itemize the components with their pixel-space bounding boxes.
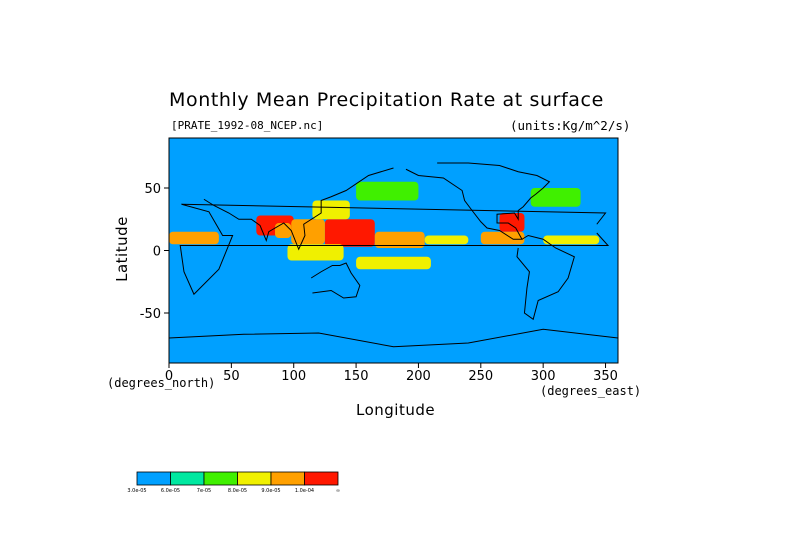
x-tick-label: 100: [281, 369, 306, 384]
x-tick-label: 0: [165, 369, 173, 384]
legend-swatch: [237, 471, 272, 486]
x-tick-label: 50: [223, 369, 240, 384]
x-unit-left-label: (degrees_north): [107, 376, 216, 390]
legend-swatch: [170, 471, 205, 486]
coastline-4: [516, 234, 575, 321]
coastline-3: [405, 162, 551, 240]
coastline-0: [179, 203, 610, 296]
file-name-label: [PRATE_1992-08_NCEP.nc]: [171, 119, 324, 132]
legend-swatch: [203, 471, 238, 486]
legend-label: 1.0e-04: [295, 488, 314, 494]
precip-region-africa-sahel: [169, 231, 219, 245]
x-tick-label: 300: [531, 369, 556, 384]
precip-region-north-pacific-storm: [356, 181, 419, 201]
precip-region-gulf-of-mexico: [499, 213, 525, 232]
legend-label: 6.0e-05: [161, 488, 180, 494]
precip-region-north-atlantic-storm: [530, 188, 581, 207]
legend-label: 3.0e-05: [127, 488, 146, 494]
x-axis-label: Longitude: [356, 401, 436, 419]
x-tick-label: 350: [593, 369, 618, 384]
precip-region-se-asia: [291, 219, 325, 245]
legend-label: 8.0e-05: [228, 488, 247, 494]
coastline-1: [203, 167, 394, 251]
coastline-2: [310, 262, 361, 299]
precip-region-spcz: [356, 256, 431, 270]
legend-swatch: [270, 471, 305, 486]
y-tick-label: -50: [140, 307, 161, 322]
precip-region-itcz-east-pacific: [424, 235, 469, 245]
legend-swatch: [304, 471, 339, 486]
precip-region-itcz-central-pacific: [374, 231, 425, 248]
plot-background: [169, 138, 618, 363]
precip-region-east-asia: [312, 200, 350, 220]
x-unit-right-label: (degrees_east): [540, 384, 642, 398]
legend-label: ∞: [336, 488, 340, 494]
x-tick-label: 200: [406, 369, 431, 384]
precip-region-central-america: [480, 231, 525, 245]
y-tick-label: 50: [144, 182, 161, 197]
legend-label: 7e-05: [197, 488, 211, 494]
coastline-5: [169, 328, 618, 348]
precip-region-bay-of-bengal: [275, 223, 292, 238]
chart-title: Monthly Mean Precipitation Rate at surfa…: [169, 89, 604, 111]
x-tick-label: 250: [468, 369, 493, 384]
precip-region-itcz-west-pacific: [324, 219, 375, 247]
legend-label: 9.0e-05: [261, 488, 280, 494]
units-label: (units:Kg/m^2/s): [510, 118, 631, 133]
legend-swatch: [136, 471, 171, 486]
precip-region-maritime-continent: [287, 244, 344, 261]
precip-region-atlantic-itcz: [543, 235, 600, 245]
y-tick-label: 0: [153, 245, 161, 260]
x-tick-label: 150: [344, 369, 369, 384]
